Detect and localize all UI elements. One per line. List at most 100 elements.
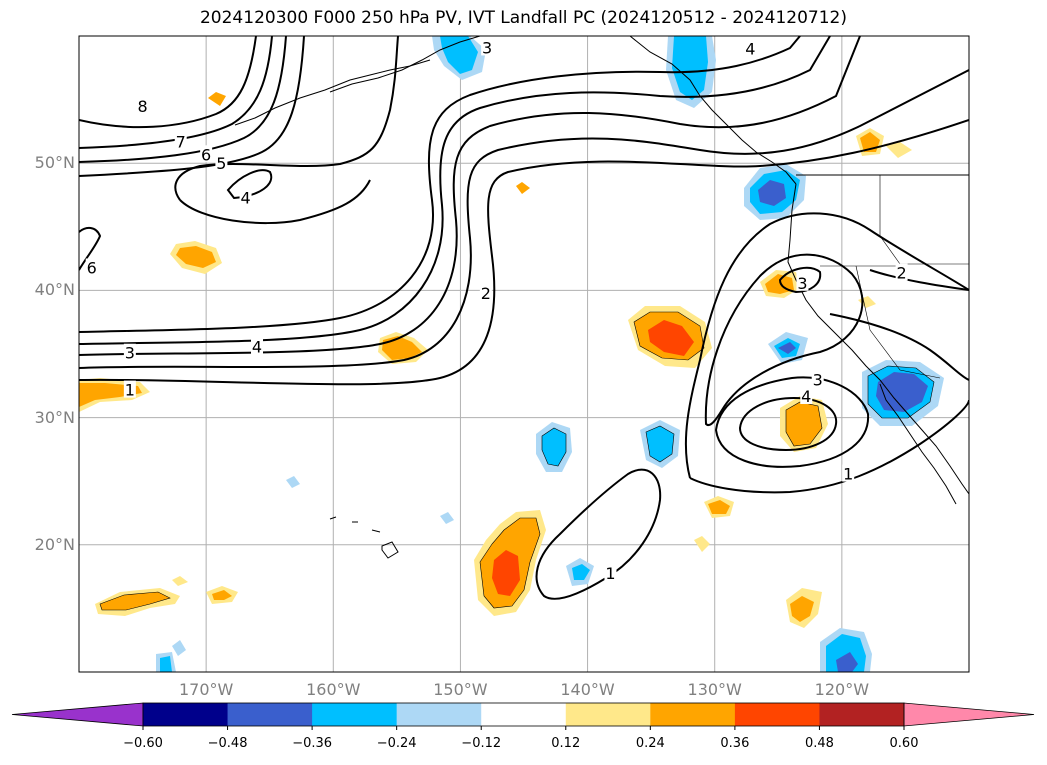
pv-anomaly-shading <box>79 36 944 672</box>
colorbar-tick-label: −0.48 <box>207 736 248 751</box>
anomaly-negative <box>286 476 300 488</box>
contour-label-background <box>800 386 813 404</box>
latitude-label: 40°N <box>34 280 75 300</box>
colorbar-segment <box>819 703 905 726</box>
colorbar-tick-label: −0.36 <box>292 736 333 751</box>
anomaly-positive <box>708 500 730 514</box>
contour-label: 3 <box>797 274 807 293</box>
contour-label: 4 <box>252 337 262 356</box>
anomaly-negative <box>160 656 172 672</box>
anomaly-negative <box>440 36 478 74</box>
contour-label-background <box>239 188 252 206</box>
colorbar-tick-label: −0.24 <box>376 736 417 751</box>
anomaly-positive <box>694 536 710 552</box>
pv-contours <box>79 36 969 600</box>
anomaly-negative <box>758 180 786 206</box>
pv-contour-line <box>778 266 822 294</box>
contour-label: 3 <box>482 38 492 57</box>
pv-contour-line <box>79 36 305 177</box>
contour-label-background <box>604 563 617 581</box>
shading-outline <box>99 591 171 611</box>
colorbar-tick-label: 0.36 <box>720 736 750 751</box>
colorbar-tick-label: 0.24 <box>635 736 665 751</box>
colorbar-segment <box>396 703 482 726</box>
contour-label: 1 <box>843 465 853 484</box>
colorbar-segment <box>650 703 736 726</box>
shading-outline <box>633 311 705 361</box>
anomaly-positive <box>212 590 232 600</box>
anomaly-negative <box>876 372 928 412</box>
coastline-aleutians <box>234 59 431 126</box>
colorbar-tick-label: 0.60 <box>889 736 919 751</box>
colorbar-tick-label: −0.12 <box>461 736 502 751</box>
anomaly-positive <box>176 246 216 268</box>
contour-label-background <box>744 39 757 57</box>
anomaly-negative <box>572 564 590 580</box>
pv-contour-line <box>79 36 257 129</box>
coastline-alaska-peninsula <box>329 36 481 93</box>
shading-outline <box>479 517 541 609</box>
longitude-label: 130°W <box>687 680 742 699</box>
contour-label-background <box>895 263 908 281</box>
anomaly-negative <box>836 652 858 672</box>
anomaly-positive <box>100 592 170 610</box>
contour-label: 3 <box>813 370 823 389</box>
colorbar-segment <box>565 703 651 726</box>
contour-label: 6 <box>201 145 211 164</box>
contour-label: 8 <box>137 97 147 116</box>
anomaly-negative <box>672 36 708 100</box>
anomaly-negative <box>542 428 566 466</box>
coastline-hawaii <box>329 516 399 559</box>
longitude-label: 150°W <box>433 680 488 699</box>
pv-contour-line <box>79 119 969 386</box>
map-frame <box>78 35 970 673</box>
pv-contour-line <box>704 253 864 426</box>
shading-outline <box>541 427 567 467</box>
anomaly-positive <box>382 336 422 360</box>
contour-label: 3 <box>125 344 135 363</box>
anomaly-positive <box>786 402 822 446</box>
colorbar-segment <box>734 703 820 726</box>
pv-contour-line <box>79 36 273 149</box>
colorbar-segment <box>143 703 229 726</box>
pv-contour-line <box>714 376 870 468</box>
colorbar-segment <box>227 703 313 726</box>
pv-contour-line <box>829 313 969 381</box>
contour-label-background <box>251 337 263 355</box>
colorbar-tick-label: 0.48 <box>804 736 834 751</box>
anomaly-positive <box>884 142 912 158</box>
contour-label-background <box>136 96 149 114</box>
colorbar-tick-label: −0.60 <box>123 736 163 751</box>
coastline-alaska-panhandle <box>629 36 797 185</box>
contour-label-background <box>481 38 494 56</box>
contour-label-background <box>842 464 855 482</box>
anomaly-negative <box>646 426 674 462</box>
contour-label: 1 <box>125 381 135 400</box>
longitude-label: 120°W <box>814 680 870 699</box>
anomaly-positive <box>516 182 530 194</box>
contour-label-background <box>123 343 136 361</box>
contour-label-background <box>479 283 492 301</box>
colorbar-segment <box>481 703 567 726</box>
coastline-baja-california <box>879 383 957 505</box>
contour-label-background <box>174 132 187 150</box>
latitude-label: 30°N <box>34 407 75 427</box>
pv-contour-line <box>535 468 662 600</box>
pv-contour-line <box>79 69 969 369</box>
anomaly-negative <box>440 512 454 524</box>
colorbar <box>11 702 1035 730</box>
longitude-label: 160°W <box>306 680 361 699</box>
colorbar-segment <box>312 703 398 726</box>
longitude-label: 140°W <box>560 680 615 699</box>
contour-label: 7 <box>176 133 186 152</box>
contour-label: 5 <box>216 154 226 173</box>
colorbar-extend-max <box>903 702 1035 727</box>
pv-contour-line <box>684 212 969 479</box>
colorbar-frame <box>142 702 905 727</box>
pv-contour-line <box>79 36 287 163</box>
pv-contour-line <box>174 36 399 201</box>
contour-label-background <box>796 273 809 291</box>
shading-outline <box>867 365 935 419</box>
anomaly-positive <box>208 92 226 106</box>
anomaly-negative <box>172 640 186 656</box>
